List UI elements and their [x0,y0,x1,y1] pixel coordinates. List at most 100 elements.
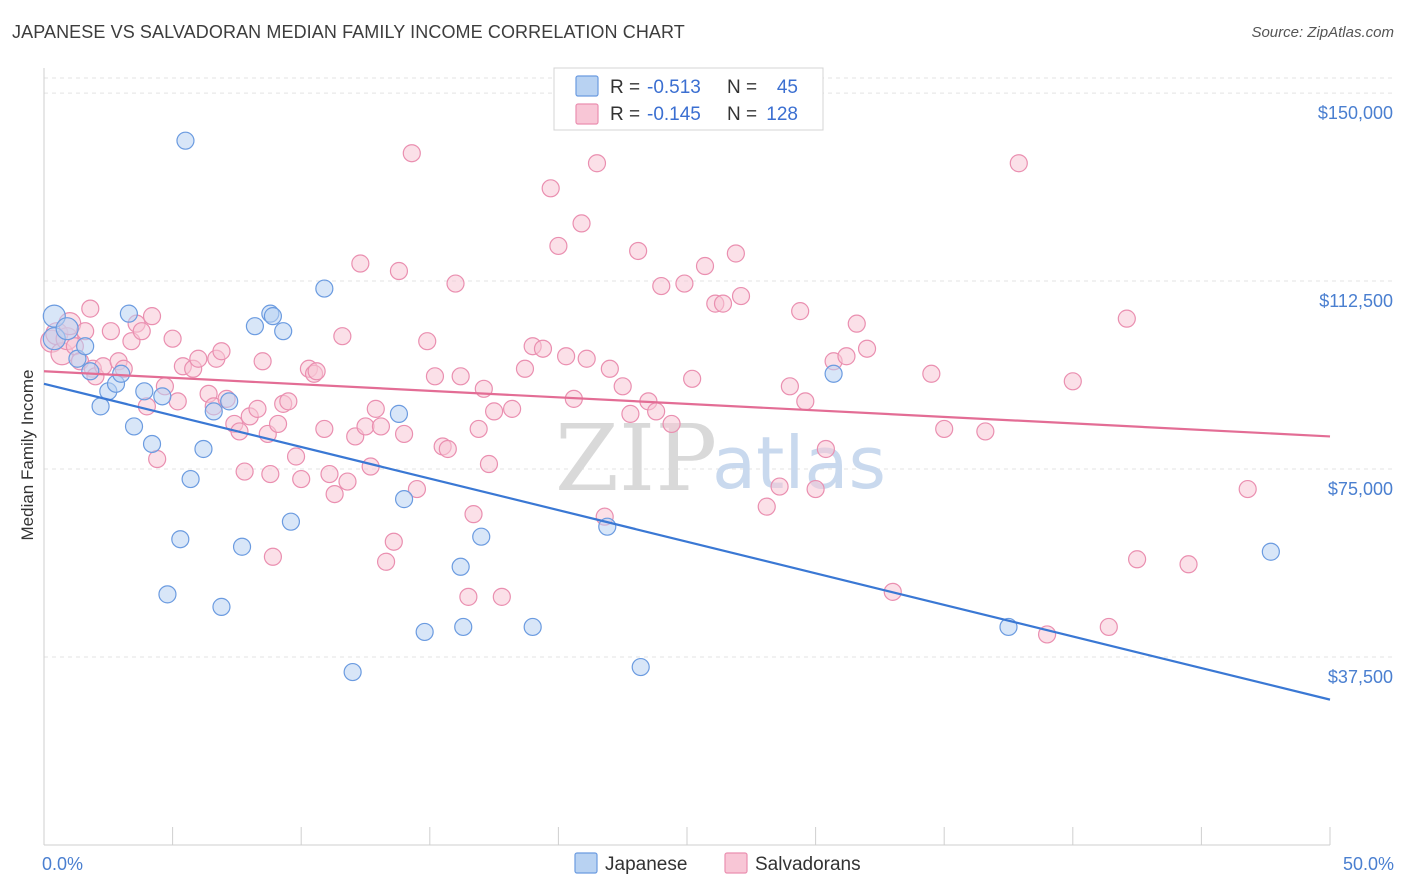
salvadoran-point-79 [503,399,522,418]
salvadoran-point-78 [492,587,511,606]
y-tick-label-3: $150,000 [1318,103,1393,123]
japanese-point-13 [142,434,162,454]
salvadoran-point-112 [816,439,835,459]
salvadoran-point-101 [695,256,715,276]
salvadoran-point-98 [662,414,681,434]
salvadoran-point-88 [577,349,596,368]
salvadoran-point-71 [451,367,470,386]
watermark-atlas: atlas [712,421,886,505]
japanese-point-33 [415,622,434,642]
salvadoran-point-91 [600,359,619,378]
stats-legend-box [553,67,824,131]
salvadoran-point-30 [212,342,231,361]
watermark-zip: ZIP [555,405,717,512]
salvadoran-point-45 [292,469,311,489]
y-tick-label-0: $37,500 [1328,667,1393,687]
japanese-point-5 [81,362,100,381]
stats-legend: R = -0.513 N = 45 R = -0.145 N = 128 [553,67,824,131]
japanese-point-19 [194,439,213,459]
salvadoran-point-124 [1099,617,1118,637]
source-label: Source: ZipAtlas.com [1251,24,1394,41]
salvadoran-point-73 [464,505,483,524]
y-axis-tick-labels: $37,500 $75,000 $112,500 $150,000 [1318,103,1393,687]
salvadoran-point-51 [325,484,344,504]
salvadoran-point-121 [1009,154,1028,173]
salvadoran-point-109 [791,302,810,321]
salvadoran-point-126 [1127,550,1147,569]
series-legend-swatch-japanese [574,852,598,874]
salvadoran-point-105 [731,286,751,306]
salvadoran-point-103 [713,294,733,313]
japanese-point-17 [176,131,195,150]
japanese-point-14 [153,387,172,406]
salvadoran-point-17 [132,322,151,341]
salvadoran-point-123 [1063,372,1082,391]
salvadoran-point-107 [770,477,789,496]
y-tick-label-1: $75,000 [1328,479,1393,499]
salvadoran-point-48 [307,362,326,381]
legend-n-label-salvadoran: N = [727,104,757,125]
salvadoran-point-114 [837,347,856,366]
salvadoran-point-37 [253,352,272,371]
salvadoran-point-72 [459,587,478,606]
salvadoran-point-100 [683,369,702,388]
salvadoran-point-99 [675,274,694,293]
salvadoran-point-18 [137,397,156,416]
legend-r-label-salvadoran: R = [610,104,640,125]
salvadoran-point-116 [857,339,877,358]
japanese-point-37 [523,617,542,637]
legend-r-label-japanese: R = [610,77,640,98]
y-tick-label-2: $112,500 [1319,291,1393,311]
japanese-point-26 [263,307,283,326]
salvadoran-point-87 [572,214,591,233]
salvadoran-point-64 [402,144,421,163]
salvadoran-point-119 [935,419,954,439]
salvadoran-point-128 [1238,479,1257,499]
japanese-point-24 [245,317,265,336]
japanese-point-15 [158,585,177,604]
salvadoran-point-76 [479,454,499,474]
salvadoran-point-82 [533,339,553,358]
salvadoran-point-19 [142,307,162,326]
salvadoran-point-92 [613,377,632,396]
salvadoran-point-36 [248,399,267,418]
salvadoran-point-110 [796,392,815,411]
legend-n-value-japanese: 45 [777,77,798,98]
salvadoran-point-22 [163,329,182,348]
legend-swatch-salvadoran [575,103,599,125]
japanese-point-21 [212,597,231,616]
japanese-point-36 [472,527,491,546]
salvadoran-point-56 [356,417,375,436]
salvadoran-point-69 [438,439,457,459]
legend-r-value-japanese: -0.513 [647,77,701,98]
salvadoran-point-12 [101,322,120,341]
salvadoran-point-118 [922,364,941,383]
japanese-point-11 [124,417,144,436]
salvadoran-point-58 [366,399,385,418]
salvadoran-point-63 [394,424,414,444]
salvadoran-point-83 [541,179,560,198]
salvadoran-point-59 [371,417,391,436]
salvadoran-point-55 [351,254,370,273]
salvadoran-points [40,144,1257,644]
japanese-point-16 [171,530,190,549]
japanese-point-27 [274,322,293,341]
salvadoran-point-104 [726,244,745,263]
x-axis-ticks [43,827,1331,845]
salvadoran-point-108 [780,377,799,396]
salvadoran-point-106 [757,497,776,516]
salvadoran-point-41 [268,414,288,434]
japanese-point-34 [451,557,470,576]
japanese-point-4 [76,337,95,356]
salvadoran-point-127 [1179,555,1198,574]
japanese-point-2 [55,317,79,341]
japanese-trend-line [43,382,1331,701]
salvadoran-point-39 [261,464,280,484]
salvadoran-point-115 [847,314,866,333]
watermark: ZIP atlas [555,405,886,512]
legend-n-value-salvadoran: 128 [766,104,798,125]
japanese-point-9 [112,364,131,383]
chart-title: JAPANESE VS SALVADORAN MEDIAN FAMILY INC… [12,22,685,42]
salvadoran-point-61 [384,532,403,551]
salvadoran-point-44 [286,447,306,466]
